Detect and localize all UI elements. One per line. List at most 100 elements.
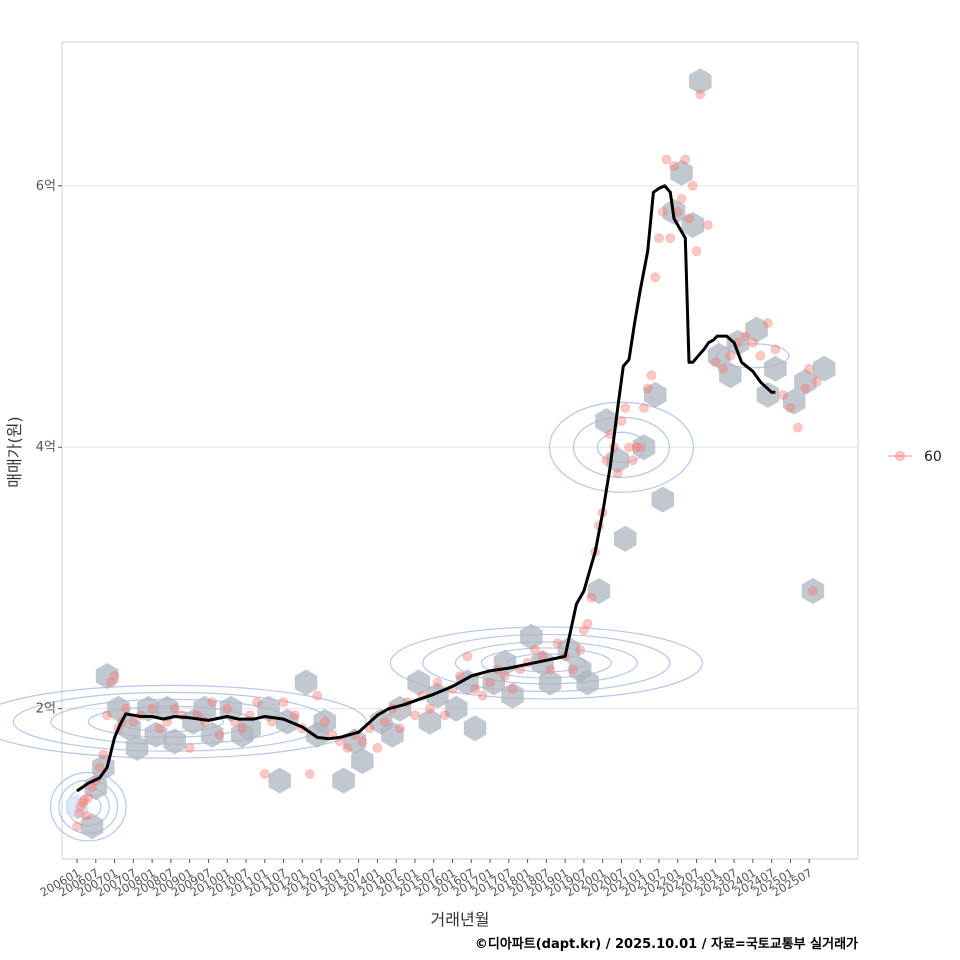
data-point (424, 703, 435, 714)
legend-key-point (895, 451, 905, 461)
hexbin (418, 708, 442, 735)
hexbin (219, 695, 243, 722)
hexbin (670, 159, 693, 186)
data-point (620, 403, 631, 414)
data-point (357, 736, 368, 747)
data-point (582, 618, 593, 629)
hexbin (238, 715, 261, 742)
hexbin (587, 578, 611, 604)
hexbin (407, 669, 430, 696)
hexbin (719, 362, 742, 389)
data-point (304, 769, 315, 780)
data-point (586, 592, 597, 603)
hexbin (576, 669, 599, 696)
data-point (432, 677, 443, 688)
y-tick-label: 6억 (36, 179, 56, 194)
data-point (94, 762, 105, 773)
data-point (462, 651, 473, 662)
hexbin (381, 721, 404, 748)
data-point (804, 363, 815, 374)
density-contour (572, 416, 671, 478)
data-point (665, 233, 676, 244)
x-axis-title: 거래년월 (431, 910, 490, 929)
data-point (278, 697, 289, 708)
hexbin (332, 767, 355, 794)
hexbin (163, 728, 186, 755)
data-point (83, 792, 94, 803)
data-point (702, 220, 713, 231)
hexbin (155, 695, 179, 722)
hexbin (200, 721, 224, 748)
caption: ©디아파트(dapt.kr) / 2025.10.01 / 자료=국토교통부 실… (475, 936, 858, 952)
data-point (289, 710, 300, 721)
hexbin (632, 434, 656, 461)
hexbin (268, 767, 291, 794)
data-point (79, 795, 90, 806)
hexbin (531, 649, 554, 676)
data-point (120, 703, 131, 714)
hexbin (95, 663, 119, 689)
hexbin (764, 355, 787, 382)
data-point (792, 422, 803, 433)
data-point (623, 442, 634, 453)
hexbin (84, 774, 108, 801)
data-point (676, 193, 687, 204)
data-point (75, 801, 86, 812)
data-point (477, 690, 488, 701)
hexbin (644, 381, 667, 408)
data-point (575, 644, 586, 655)
data-point (770, 344, 781, 355)
hexbin (726, 329, 750, 356)
y-axis-ticks: 2억 4억 6억 (36, 179, 62, 717)
data-point (717, 363, 728, 374)
data-point (616, 416, 627, 427)
data-point (725, 350, 736, 361)
hexbin (756, 381, 780, 408)
hexbin (689, 68, 712, 95)
data-point (740, 331, 751, 342)
data-point (612, 468, 623, 479)
data-point (252, 697, 263, 708)
data-point (785, 403, 796, 414)
data-point (687, 180, 698, 191)
data-point (646, 370, 657, 381)
density-contour (49, 771, 127, 842)
data-point (128, 716, 139, 727)
trend-line-layer (76, 184, 776, 793)
data-point (319, 716, 330, 727)
hexbin (707, 342, 731, 369)
hexbin (595, 408, 618, 435)
data-point (545, 664, 556, 675)
data-point (259, 769, 270, 780)
data-point (762, 318, 773, 329)
data-point (222, 703, 233, 714)
y-tick-label: 2억 (36, 702, 56, 717)
data-point (237, 723, 248, 734)
data-point (439, 710, 450, 721)
y-tick-label: 4억 (36, 440, 56, 455)
trend-line (76, 184, 776, 793)
data-point (73, 808, 84, 819)
hexbin (313, 708, 337, 735)
data-point (184, 742, 195, 753)
hexbin (538, 669, 562, 696)
data-point (638, 403, 649, 414)
data-point (394, 723, 405, 734)
data-point (747, 337, 758, 348)
data-point (691, 246, 702, 257)
data-point (169, 703, 180, 714)
hexbin (801, 578, 825, 604)
data-point (800, 383, 811, 394)
data-point (500, 670, 511, 681)
hexbin (613, 525, 637, 552)
hexbin (520, 623, 543, 650)
data-point (710, 357, 721, 368)
hexbin (144, 721, 168, 748)
legend-label: 60 (924, 449, 942, 465)
data-point (154, 723, 165, 734)
data-point (642, 383, 653, 394)
data-point (811, 376, 822, 387)
data-point (777, 389, 788, 400)
data-point (680, 154, 691, 165)
data-point (552, 638, 563, 649)
